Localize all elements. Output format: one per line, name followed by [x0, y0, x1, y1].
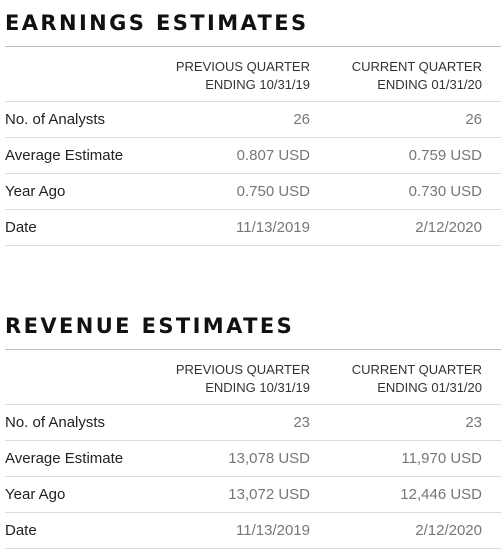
row-label: Date	[5, 219, 37, 236]
row-label: Date	[5, 522, 37, 539]
earnings-table-header: PREVIOUS QUARTER ENDING 10/31/19 CURRENT…	[5, 47, 501, 102]
revenue-col-current-line2: ENDING 01/31/20	[377, 380, 482, 395]
revenue-col-current-quarter: CURRENT QUARTER ENDING 01/31/20	[352, 361, 482, 397]
earnings-col-previous-line2: ENDING 10/31/19	[205, 77, 310, 92]
current-quarter-value: 11,970 USD	[401, 450, 482, 467]
revenue-title-divider	[5, 349, 501, 350]
row-label: Year Ago	[5, 486, 66, 503]
previous-quarter-value: 11/13/2019	[236, 522, 310, 539]
previous-quarter-value: 0.807 USD	[236, 147, 310, 164]
row-label: Year Ago	[5, 183, 66, 200]
previous-quarter-value: 13,078 USD	[228, 450, 310, 467]
table-row: Year Ago 0.750 USD 0.730 USD	[5, 174, 501, 210]
earnings-title-divider	[5, 46, 501, 47]
revenue-col-previous-line2: ENDING 10/31/19	[205, 380, 310, 395]
revenue-table-header: PREVIOUS QUARTER ENDING 10/31/19 CURRENT…	[5, 350, 501, 405]
revenue-col-previous-line1: PREVIOUS QUARTER	[175, 362, 310, 377]
table-row: Date 11/13/2019 2/12/2020	[5, 513, 501, 549]
previous-quarter-value: 0.750 USD	[236, 183, 310, 200]
earnings-col-current-line1: CURRENT QUARTER	[351, 59, 482, 74]
earnings-col-previous-line1: PREVIOUS QUARTER	[175, 59, 310, 74]
previous-quarter-value: 11/13/2019	[236, 219, 310, 236]
table-row: Average Estimate 0.807 USD 0.759 USD	[5, 138, 501, 174]
table-row: Average Estimate 13,078 USD 11,970 USD	[5, 441, 501, 477]
earnings-col-current-line2: ENDING 01/31/20	[377, 77, 482, 92]
revenue-col-current-line1: CURRENT QUARTER	[351, 362, 482, 377]
table-row: Date 11/13/2019 2/12/2020	[5, 210, 501, 246]
current-quarter-value: 23	[465, 414, 482, 431]
current-quarter-value: 0.759 USD	[408, 147, 482, 164]
current-quarter-value: 2/12/2020	[415, 522, 482, 539]
row-label: Average Estimate	[5, 147, 124, 164]
table-row: Year Ago 13,072 USD 12,446 USD	[5, 477, 501, 513]
previous-quarter-value: 13,072 USD	[228, 486, 310, 503]
current-quarter-value: 26	[465, 111, 482, 128]
previous-quarter-value: 26	[293, 111, 310, 128]
row-label: No. of Analysts	[5, 414, 106, 431]
current-quarter-value: 0.730 USD	[408, 183, 482, 200]
earnings-col-current-quarter: CURRENT QUARTER ENDING 01/31/20	[352, 58, 482, 94]
revenue-estimates-title: REVENUE ESTIMATES	[5, 314, 295, 338]
row-label: Average Estimate	[5, 450, 124, 467]
current-quarter-value: 2/12/2020	[415, 219, 482, 236]
earnings-col-previous-quarter: PREVIOUS QUARTER ENDING 10/31/19	[176, 58, 310, 94]
row-label: No. of Analysts	[5, 111, 106, 128]
revenue-col-previous-quarter: PREVIOUS QUARTER ENDING 10/31/19	[176, 361, 310, 397]
current-quarter-value: 12,446 USD	[400, 486, 482, 503]
earnings-estimates-title: EARNINGS ESTIMATES	[5, 11, 309, 35]
previous-quarter-value: 23	[293, 414, 310, 431]
table-row: No. of Analysts 26 26	[5, 102, 501, 138]
table-row: No. of Analysts 23 23	[5, 405, 501, 441]
